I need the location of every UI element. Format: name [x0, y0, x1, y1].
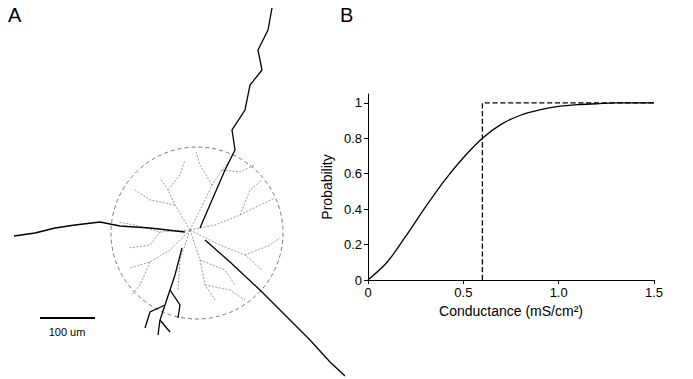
svg-text:0.6: 0.6 — [344, 166, 362, 181]
svg-text:0.4: 0.4 — [344, 202, 362, 217]
svg-text:1.0: 1.0 — [550, 285, 568, 300]
svg-text:0.5: 0.5 — [454, 285, 472, 300]
svg-text:1.5: 1.5 — [645, 285, 663, 300]
svg-text:Conductance (mS/cm²): Conductance (mS/cm²) — [439, 303, 583, 319]
svg-text:1: 1 — [355, 95, 362, 110]
html-text:B: B — [340, 4, 354, 26]
svg-text:100 um: 100 um — [49, 326, 86, 338]
svg-text:Probability: Probability — [319, 154, 335, 219]
html-text:A: A — [8, 4, 22, 26]
svg-text:0.2: 0.2 — [344, 237, 362, 252]
svg-text:0: 0 — [364, 285, 371, 300]
svg-text:0: 0 — [355, 273, 362, 288]
svg-text:0.8: 0.8 — [344, 131, 362, 146]
